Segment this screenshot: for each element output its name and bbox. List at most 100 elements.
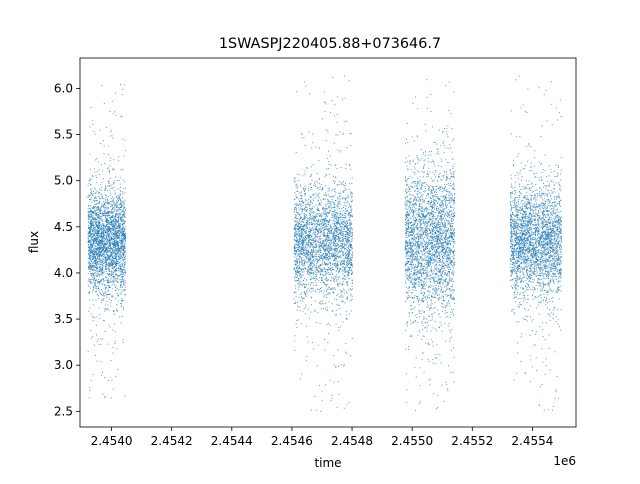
data-point bbox=[110, 223, 112, 225]
data-point bbox=[334, 244, 336, 246]
data-point bbox=[115, 224, 117, 226]
data-point bbox=[329, 255, 331, 257]
data-point bbox=[320, 213, 322, 215]
data-point bbox=[92, 274, 94, 276]
data-point bbox=[112, 259, 114, 261]
data-point bbox=[93, 282, 95, 284]
data-point bbox=[312, 281, 314, 283]
data-point bbox=[104, 190, 106, 192]
data-point bbox=[104, 231, 106, 233]
data-point bbox=[101, 84, 103, 86]
data-point bbox=[327, 229, 329, 231]
data-point bbox=[99, 211, 101, 213]
data-point bbox=[316, 208, 318, 210]
data-point bbox=[92, 299, 94, 301]
data-point bbox=[107, 212, 109, 214]
data-point bbox=[120, 203, 122, 205]
data-point bbox=[297, 305, 299, 307]
data-point bbox=[106, 259, 108, 261]
data-point bbox=[339, 276, 341, 278]
data-point bbox=[351, 231, 353, 233]
data-point bbox=[319, 238, 321, 240]
data-point bbox=[112, 347, 114, 349]
data-point bbox=[88, 254, 90, 256]
data-point bbox=[98, 201, 100, 203]
data-point bbox=[329, 211, 331, 213]
data-point bbox=[318, 249, 320, 251]
data-point bbox=[88, 266, 90, 268]
data-point bbox=[121, 255, 123, 257]
data-point bbox=[93, 255, 95, 257]
data-point bbox=[314, 215, 316, 217]
data-point bbox=[335, 227, 337, 229]
data-point bbox=[115, 232, 117, 234]
data-point bbox=[317, 259, 319, 261]
data-point bbox=[112, 217, 114, 219]
data-point bbox=[102, 212, 104, 214]
data-point bbox=[98, 255, 100, 257]
data-point bbox=[90, 267, 92, 269]
data-point bbox=[335, 244, 337, 246]
data-point bbox=[297, 212, 299, 214]
data-point bbox=[303, 267, 305, 269]
data-point bbox=[334, 221, 336, 223]
data-point bbox=[98, 274, 100, 276]
data-point bbox=[296, 256, 298, 258]
data-point bbox=[106, 190, 108, 192]
data-point bbox=[317, 186, 319, 188]
data-point bbox=[297, 231, 299, 233]
data-point bbox=[104, 262, 106, 264]
data-point bbox=[322, 233, 324, 235]
data-point bbox=[94, 260, 96, 262]
data-point bbox=[339, 229, 341, 231]
data-point bbox=[347, 195, 349, 197]
data-point bbox=[90, 219, 92, 221]
data-point bbox=[307, 251, 309, 253]
data-point bbox=[314, 186, 316, 188]
data-point bbox=[314, 255, 316, 257]
data-point bbox=[339, 225, 341, 227]
data-point bbox=[91, 239, 93, 241]
data-point bbox=[124, 246, 126, 248]
data-point bbox=[295, 234, 297, 236]
data-point bbox=[299, 250, 301, 252]
data-point bbox=[344, 199, 346, 201]
data-point bbox=[346, 296, 348, 298]
data-point bbox=[327, 236, 329, 238]
data-point bbox=[340, 232, 342, 234]
data-point bbox=[100, 217, 102, 219]
data-point bbox=[106, 280, 108, 282]
data-point bbox=[306, 238, 308, 240]
data-point bbox=[348, 237, 350, 239]
data-point bbox=[100, 241, 102, 243]
data-point bbox=[120, 271, 122, 273]
data-point bbox=[333, 206, 335, 208]
data-point bbox=[327, 248, 329, 250]
data-point bbox=[116, 232, 118, 234]
data-point bbox=[329, 205, 331, 207]
data-point bbox=[316, 255, 318, 257]
data-point bbox=[90, 279, 92, 281]
data-point bbox=[314, 220, 316, 222]
data-point bbox=[98, 279, 100, 281]
data-point bbox=[334, 222, 336, 224]
data-point bbox=[114, 233, 116, 235]
data-point bbox=[300, 276, 302, 278]
data-point bbox=[308, 190, 310, 192]
data-point bbox=[329, 261, 331, 263]
data-point bbox=[331, 242, 333, 244]
data-point bbox=[115, 254, 117, 256]
data-point bbox=[99, 207, 101, 209]
data-point bbox=[111, 253, 113, 255]
data-point bbox=[121, 229, 123, 231]
data-point bbox=[318, 224, 320, 226]
data-point bbox=[334, 212, 336, 214]
data-point bbox=[107, 280, 109, 282]
data-point bbox=[342, 224, 344, 226]
data-point bbox=[98, 230, 100, 232]
data-point bbox=[102, 279, 104, 280]
data-point bbox=[88, 213, 90, 215]
data-point bbox=[113, 216, 115, 218]
data-point bbox=[94, 257, 96, 259]
data-point bbox=[93, 211, 95, 213]
